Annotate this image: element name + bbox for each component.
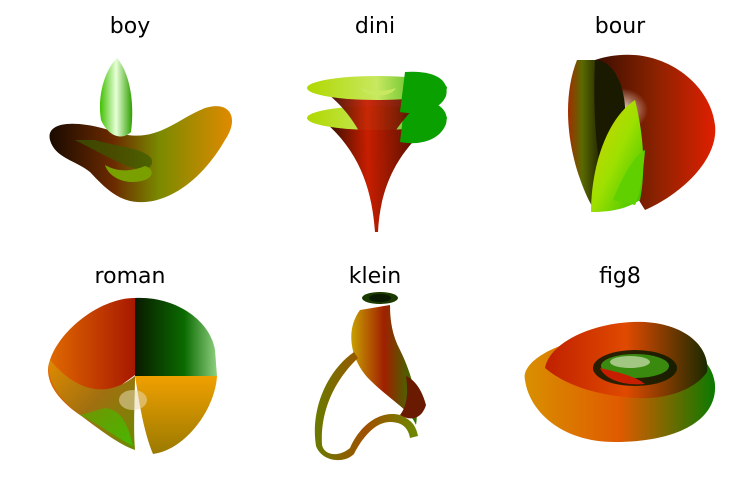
bour-surface [568,54,716,212]
panel-klein: klein [250,250,500,499]
panel-dini: dini [250,0,500,249]
panel-title: dini [354,14,396,39]
panel-bour: bour [495,0,745,249]
fig8-surface [524,321,716,442]
roman-surface [48,297,217,454]
panel-boy: boy [5,0,255,249]
panel-title: bour [594,14,646,39]
dini-surface [307,71,447,232]
boy-surface [49,58,233,203]
panel-title: boy [109,14,151,39]
panel-title: roman [94,264,166,289]
panel-roman: roman [5,250,255,499]
panel-fig8: fig8 [495,250,745,499]
panel-title: fig8 [599,264,641,289]
klein-surface [314,292,426,461]
panel-title: klein [348,264,402,289]
